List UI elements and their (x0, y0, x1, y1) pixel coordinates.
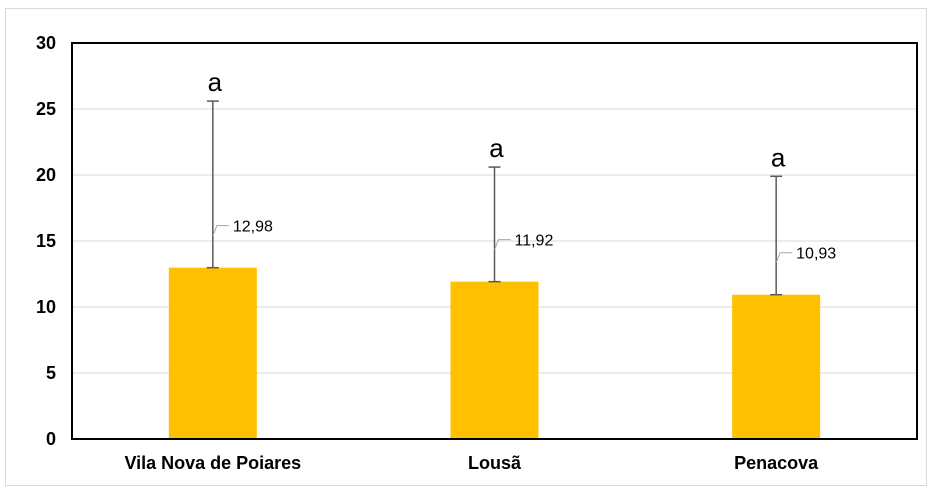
significance-letter: a (771, 142, 786, 172)
y-tick-label: 0 (46, 429, 56, 449)
x-tick-label: Vila Nova de Poiares (124, 453, 301, 473)
significance-letter: a (208, 67, 223, 97)
y-tick-label: 25 (36, 99, 56, 119)
y-tick-label: 20 (36, 165, 56, 185)
bar (450, 281, 539, 439)
y-tick-label: 30 (36, 33, 56, 53)
error-bars (206, 100, 783, 296)
data-labels: a 12,98 a 11,92 a 10,93 (208, 67, 836, 263)
value-label-leader (494, 239, 511, 250)
value-label: 10,93 (796, 246, 836, 263)
value-label-leader (212, 225, 229, 236)
bars (168, 267, 821, 439)
value-label: 12,98 (233, 219, 273, 236)
significance-letter: a (489, 133, 504, 163)
value-label: 11,92 (515, 233, 554, 250)
axis-labels: 0 5 10 15 20 25 30 Vila Nova de Poiares Lousã Pen… (36, 33, 819, 473)
x-tick-label: Penacova (734, 453, 819, 473)
y-tick-label: 5 (46, 363, 56, 383)
plot-area-border (71, 42, 918, 440)
bar (168, 267, 257, 439)
bar-chart: a 12,98 a 11,92 a 10,93 0 5 10 15 20 25 30 Vila Nova… (36, 33, 918, 473)
y-tick-label: 10 (36, 297, 56, 317)
chart-frame: a 12,98 a 11,92 a 10,93 0 5 10 15 20 25 30 Vila Nova… (5, 8, 927, 486)
value-label-leader (775, 252, 793, 263)
bar (732, 294, 821, 439)
y-tick-label: 15 (36, 231, 56, 251)
x-tick-label: Lousã (468, 453, 522, 473)
